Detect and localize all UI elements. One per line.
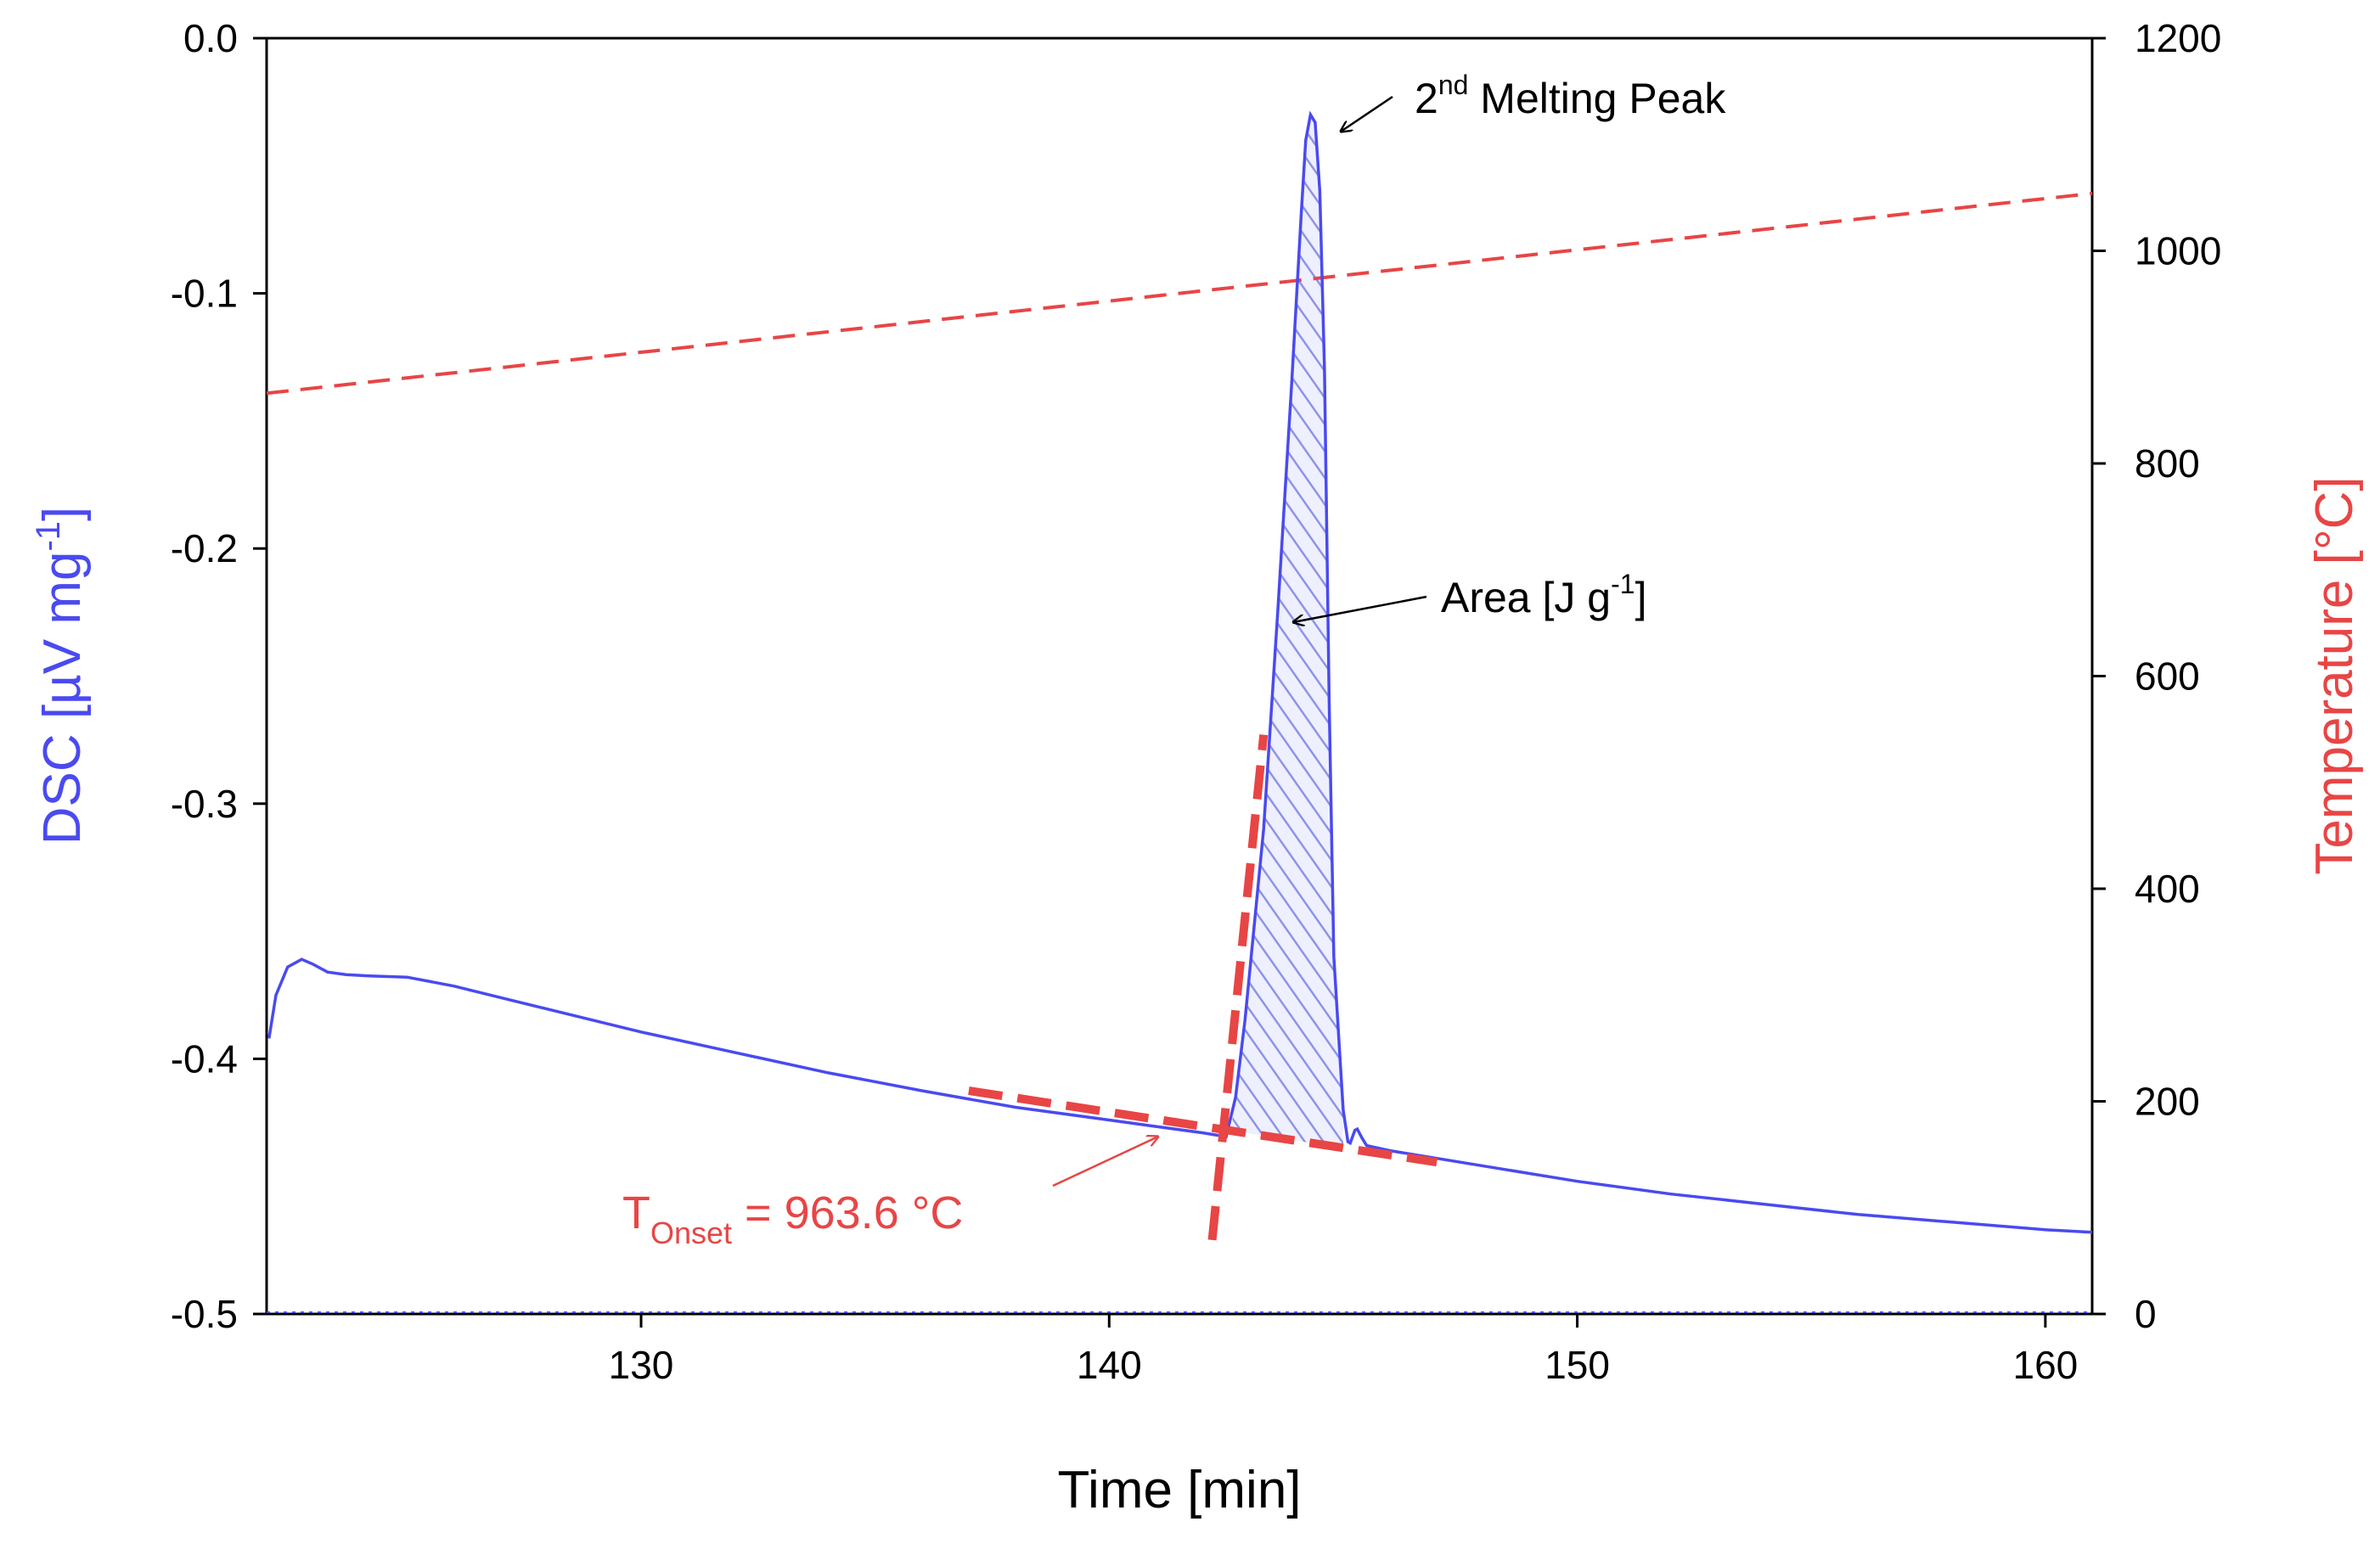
y-right-tick-label: 600 [2135, 654, 2200, 699]
y-right-axis-ticks: 0 200 400 600 800 1000 1200 [2092, 16, 2221, 1336]
baseline-tangent-line [968, 1086, 1438, 1167]
y-left-title-base: DSC [µV mg [33, 552, 92, 845]
peak-annotation-rest: Melting Peak [1468, 75, 1726, 122]
area-annotation: Area [J g-1] [1441, 569, 1646, 621]
x-axis-ticks: 130 140 150 160 [609, 1314, 2078, 1387]
area-annotation-exp: -1 [1611, 569, 1634, 599]
x-tick-label: 150 [1544, 1343, 1610, 1387]
dsc-series-line [267, 110, 2093, 1234]
x-tick-label: 140 [1077, 1343, 1142, 1387]
y-left-tick-label: 0.0 [183, 16, 238, 60]
y-left-axis-title: DSC [µV mg-1] [30, 507, 92, 845]
y-right-tick-label: 1000 [2135, 229, 2221, 273]
y-left-title-close: ] [33, 507, 92, 521]
y-right-tick-label: 400 [2135, 867, 2200, 911]
y-left-axis-ticks: 0.0 -0.1 -0.2 -0.3 -0.4 -0.5 [171, 16, 267, 1336]
y-left-tick-label: -0.2 [171, 526, 238, 570]
melting-peak-arrow [1341, 95, 1393, 132]
x-tick-label: 160 [2012, 1343, 2078, 1387]
y-right-tick-label: 0 [2135, 1292, 2157, 1336]
onset-annotation: TOnset = 963.6 °C [622, 1187, 963, 1250]
melting-peak-annotation: 2nd Melting Peak [1415, 70, 1726, 122]
area-annotation-base: Area [J g [1441, 574, 1611, 621]
peak-annotation-prefix: 2 [1415, 75, 1438, 122]
y-left-tick-label: -0.1 [171, 272, 238, 316]
y-right-tick-label: 800 [2135, 441, 2200, 486]
y-right-tick-label: 200 [2135, 1080, 2200, 1124]
y-right-tick-label: 1200 [2135, 16, 2221, 60]
onset-arrow [1052, 1137, 1158, 1187]
y-left-tick-label: -0.5 [171, 1292, 238, 1336]
y-left-title-exponent: -1 [30, 521, 67, 552]
onset-subscript: Onset [650, 1216, 732, 1250]
y-left-tick-label: -0.4 [171, 1036, 238, 1081]
temperature-series-line [266, 191, 2093, 396]
y-right-axis-title: Temperature [°C] [2305, 476, 2364, 874]
area-annotation-close: ] [1635, 574, 1647, 621]
peak-annotation-sup: nd [1438, 70, 1469, 100]
x-axis-title: Time [min] [1057, 1461, 1301, 1519]
onset-T: T [622, 1187, 650, 1238]
onset-value: = 963.6 °C [732, 1187, 963, 1238]
leading-edge-tangent-line [1207, 734, 1269, 1241]
y-left-tick-label: -0.3 [171, 782, 238, 826]
x-tick-label: 130 [609, 1343, 674, 1387]
area-arrow [1293, 595, 1427, 622]
